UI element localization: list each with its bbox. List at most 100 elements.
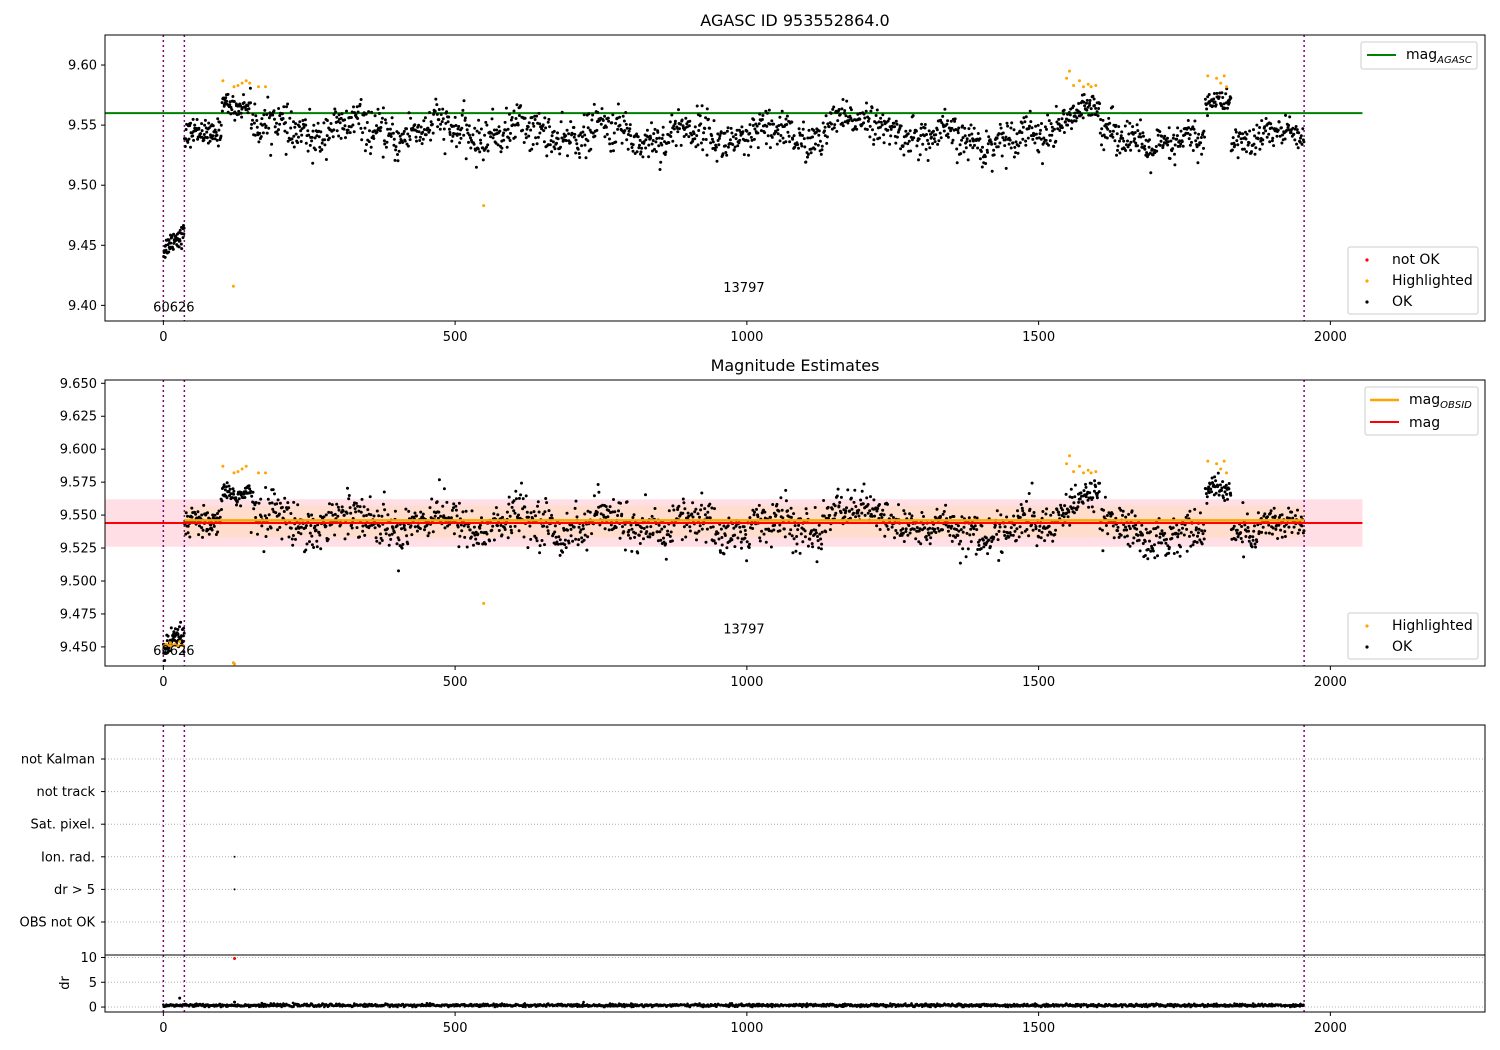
ok-point [736, 144, 740, 148]
ok-point [810, 542, 814, 546]
ok-point [380, 116, 384, 120]
ok-point [797, 127, 801, 131]
ok-point [1179, 531, 1183, 535]
ok-point [831, 107, 835, 111]
ok-point [366, 508, 370, 512]
ok-point [492, 128, 496, 132]
ok-point [333, 533, 337, 537]
ok-point [249, 489, 253, 493]
ok-point [456, 127, 460, 131]
ok-point [1062, 131, 1066, 134]
ok-point [611, 113, 615, 117]
ok-point [266, 497, 270, 501]
ok-point [1245, 132, 1249, 136]
ok-point [572, 126, 576, 129]
ok-point [705, 107, 709, 111]
ok-point [216, 530, 220, 534]
ok-point [923, 526, 927, 530]
ok-point [710, 137, 714, 141]
ok-point [764, 142, 768, 146]
ok-point [819, 537, 823, 541]
ok-point [853, 125, 857, 129]
highlighted-point [1086, 468, 1090, 472]
ok-point [1185, 527, 1189, 531]
ok-point [1216, 485, 1220, 489]
ok-point [1059, 503, 1063, 507]
ok-point [1124, 525, 1127, 529]
ok-point [224, 485, 228, 489]
ok-point [1200, 542, 1204, 546]
ok-point [795, 542, 799, 546]
ok-point [802, 137, 806, 141]
ok-point [429, 138, 433, 142]
ok-point [186, 514, 189, 518]
ok-point [653, 147, 656, 151]
ok-point [721, 152, 725, 156]
ok-point [1148, 138, 1151, 142]
ok-point [389, 132, 393, 136]
ok-point [1024, 115, 1028, 119]
ok-point [824, 530, 828, 534]
ok-point [356, 117, 360, 120]
ok-point [1040, 530, 1044, 534]
ok-point [303, 118, 307, 122]
panel-2-annotation-obsid-2: 13797 [723, 623, 764, 638]
ok-point [1127, 524, 1131, 528]
ok-point [1037, 535, 1041, 539]
ok-point [1263, 125, 1267, 129]
ok-point [582, 113, 586, 117]
ok-point [637, 533, 641, 537]
ok-point [534, 136, 538, 140]
ok-point [901, 144, 905, 148]
ok-point [774, 513, 778, 517]
ok-point [1268, 511, 1272, 515]
ok-point [315, 545, 319, 549]
ok-point [1287, 506, 1291, 510]
ok-point [546, 529, 550, 533]
ok-point [883, 534, 887, 538]
ok-point [485, 532, 489, 536]
legend-marker-not-ok [1365, 258, 1369, 262]
ok-point [578, 156, 582, 159]
ok-point [649, 525, 653, 529]
ok-point [1261, 131, 1265, 135]
ok-point [934, 133, 938, 137]
ok-point [1012, 523, 1016, 527]
ok-point [803, 535, 807, 539]
highlighted-point [178, 640, 182, 644]
ok-point [1158, 535, 1162, 539]
ok-point [348, 506, 352, 510]
ok-point [1078, 110, 1082, 114]
ok-point [507, 136, 511, 140]
ok-point [936, 142, 940, 146]
ok-point [870, 106, 874, 110]
ok-point [532, 124, 536, 128]
ok-point [421, 137, 425, 141]
ok-point [390, 116, 394, 120]
ok-point [193, 123, 197, 127]
ok-point [530, 147, 534, 151]
ok-point [1087, 505, 1091, 509]
ok-point [222, 485, 226, 489]
ok-point [750, 138, 754, 142]
ok-point [489, 135, 493, 139]
ok-point [1298, 528, 1301, 532]
ok-point [920, 511, 924, 514]
ok-point [776, 128, 780, 132]
ok-point [868, 509, 872, 513]
ok-point [184, 511, 188, 515]
ok-point [263, 514, 267, 518]
ok-point [613, 510, 617, 514]
ok-point [265, 113, 269, 116]
ok-point [611, 510, 615, 514]
ok-point [794, 549, 798, 553]
ok-point [454, 504, 458, 508]
ok-point [924, 535, 928, 538]
ok-point [548, 125, 552, 129]
ok-point [346, 532, 350, 536]
ok-point [1070, 496, 1074, 499]
ok-point [504, 106, 508, 110]
ok-point [969, 123, 973, 127]
ok-point [1009, 526, 1013, 530]
ok-point [1267, 531, 1271, 535]
